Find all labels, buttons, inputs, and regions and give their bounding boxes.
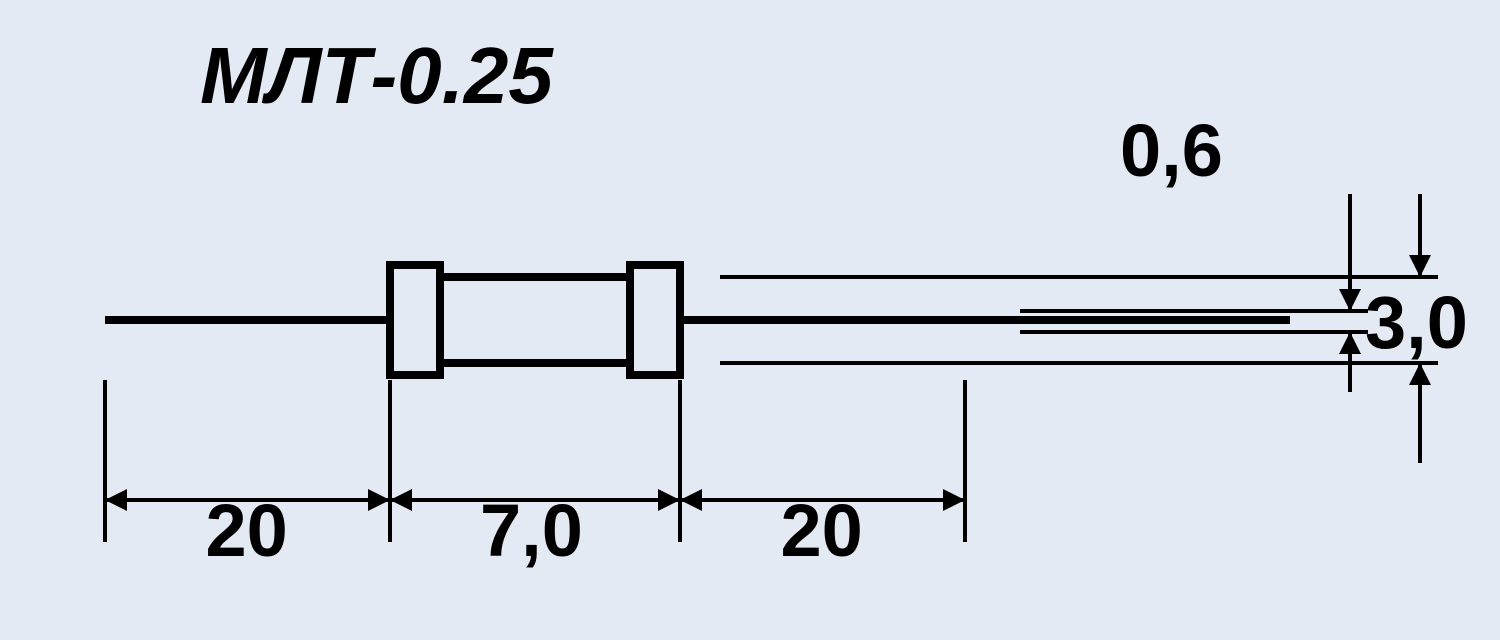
dim-left-label: 20 — [206, 488, 288, 573]
dim-mid-label: 7,0 — [480, 488, 583, 573]
diagram-canvas: МЛТ-0.25 20 7,0 20 0,6 3,0 — [0, 0, 1500, 640]
dim-right-label: 20 — [781, 488, 863, 573]
dim-lead-dia-label: 0,6 — [1120, 108, 1223, 193]
dim-body-dia-label: 3,0 — [1365, 280, 1468, 365]
